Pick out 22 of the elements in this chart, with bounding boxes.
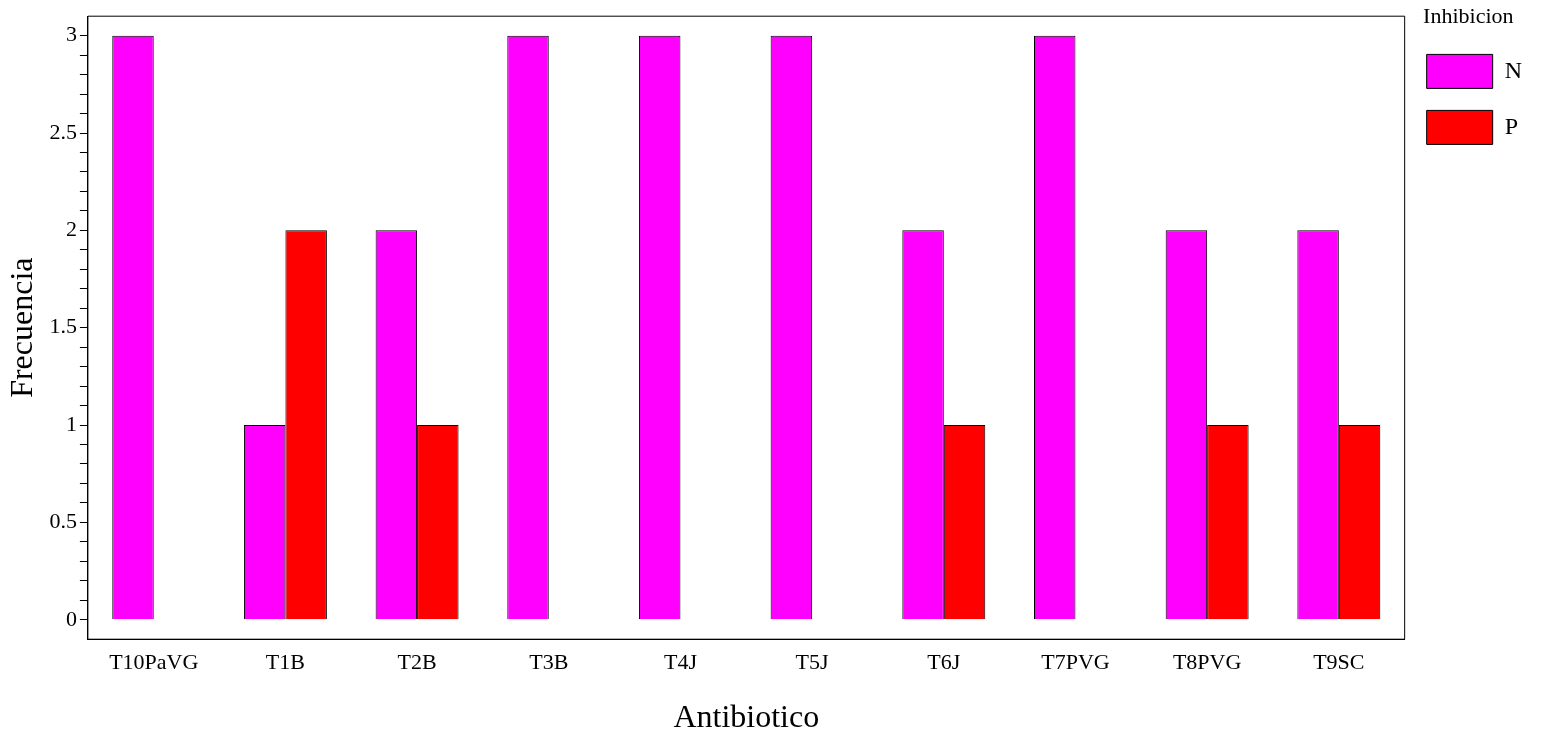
legend-title: Inhibicion	[1423, 2, 1514, 28]
x-tick-label: T9SC	[1313, 649, 1365, 675]
x-axis-title: Antibiotico	[673, 698, 820, 735]
y-tick-label: 1	[65, 410, 77, 436]
legend-label: P	[1504, 112, 1519, 139]
x-tick-label: T8PVG	[1172, 649, 1242, 675]
legend-label: N	[1504, 56, 1523, 83]
y-tick-label: 2.5	[49, 118, 77, 144]
y-axis-title: Frecuencia	[2, 257, 39, 398]
x-tick-label: T2B	[397, 649, 437, 675]
x-tick-label: T3B	[529, 649, 569, 675]
y-tick-label: 2	[65, 216, 77, 242]
x-tick-label: T4J	[663, 649, 698, 675]
x-tick-label: T10PaVG	[109, 649, 199, 675]
x-tick-label: T5J	[795, 649, 830, 675]
y-tick-label: 3	[65, 21, 77, 47]
y-tick-label: 0.5	[49, 508, 77, 534]
x-tick-label: T7PVG	[1041, 649, 1110, 675]
x-tick-label: T6J	[927, 649, 961, 675]
y-tick-label: 0	[65, 605, 77, 631]
y-tick-label: 1.5	[49, 313, 77, 339]
x-tick-label: T1B	[265, 649, 305, 675]
